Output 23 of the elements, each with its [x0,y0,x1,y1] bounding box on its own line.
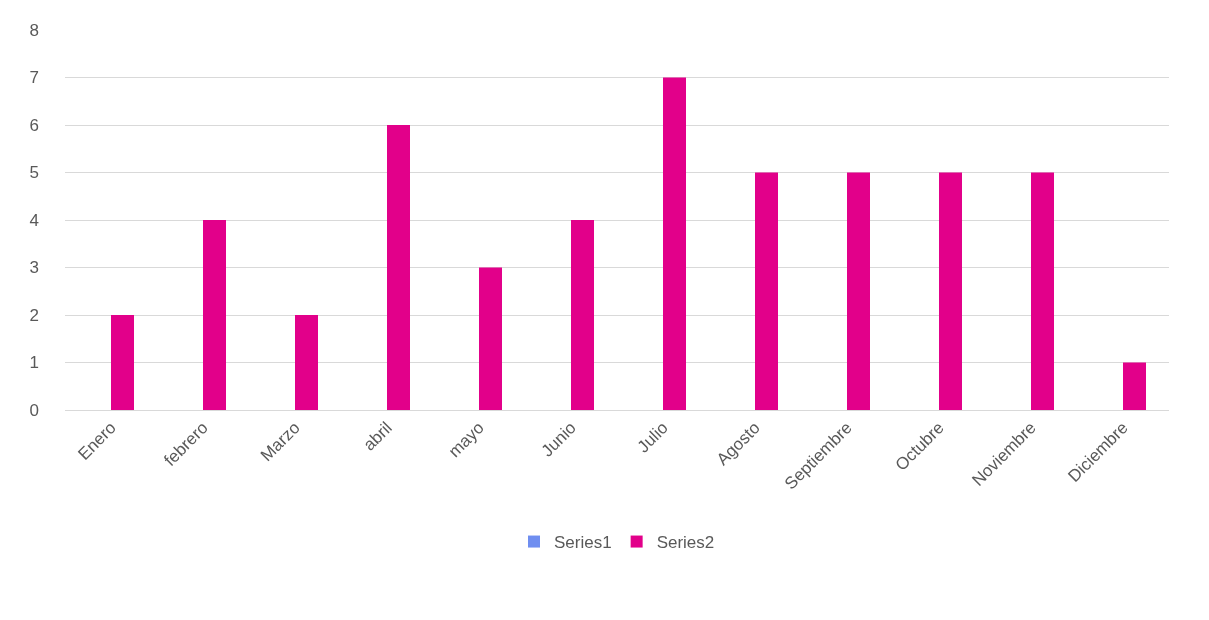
bar [939,172,962,410]
bar [663,77,686,410]
bar [1031,172,1054,410]
y-tick-label: 8 [29,20,39,40]
y-tick-label: 0 [29,400,39,420]
legend-label: Series2 [656,533,715,553]
bar [111,315,134,410]
bar [571,220,594,410]
y-tick-label: 1 [29,353,39,373]
y-tick-label: 4 [29,210,39,230]
y-tick-label: 3 [29,258,39,278]
bar [387,125,410,410]
bar [295,315,318,410]
y-tick-label: 7 [29,68,39,88]
y-tick-label: 6 [29,115,39,135]
bar [1123,362,1146,410]
y-tick-label: 2 [29,305,39,325]
legend-label: Series1 [554,533,612,553]
bar [203,220,226,410]
bar [847,172,870,410]
bar [479,267,502,410]
y-tick-label: 5 [29,163,39,183]
bar [755,172,778,410]
